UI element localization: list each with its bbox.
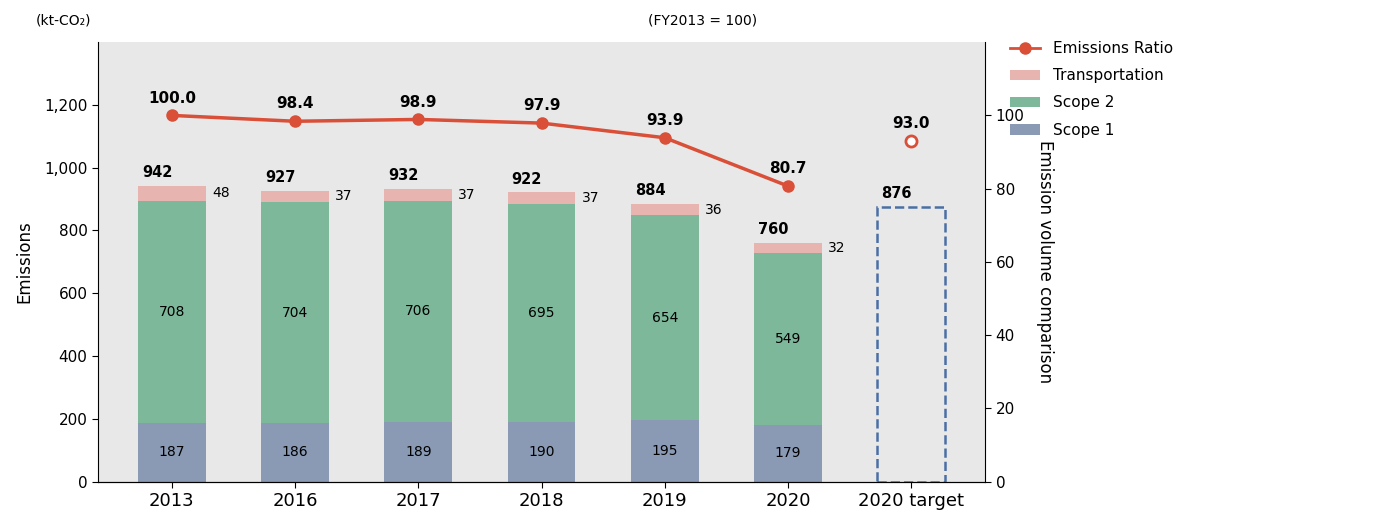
Text: 549: 549 xyxy=(775,332,802,346)
Text: 695: 695 xyxy=(529,306,555,320)
Text: 706: 706 xyxy=(406,304,431,319)
Text: 98.4: 98.4 xyxy=(277,97,313,111)
Text: (FY2013 = 100): (FY2013 = 100) xyxy=(648,14,757,28)
Bar xyxy=(262,202,329,423)
Text: 186: 186 xyxy=(281,445,308,459)
Bar xyxy=(754,243,823,253)
Bar xyxy=(262,423,329,481)
Bar xyxy=(385,189,452,201)
Text: 80.7: 80.7 xyxy=(769,161,807,176)
Bar xyxy=(631,421,698,481)
Bar xyxy=(139,201,206,423)
Text: 100.0: 100.0 xyxy=(148,91,196,106)
Bar xyxy=(631,204,698,215)
Text: 704: 704 xyxy=(283,306,308,320)
Y-axis label: Emission volume comparison: Emission volume comparison xyxy=(1035,140,1053,383)
Bar xyxy=(262,191,329,202)
Bar xyxy=(508,422,575,481)
Text: 32: 32 xyxy=(828,241,845,255)
Bar xyxy=(139,423,206,481)
Text: 98.9: 98.9 xyxy=(400,94,436,110)
Text: 884: 884 xyxy=(635,183,666,198)
Text: 179: 179 xyxy=(775,446,802,460)
Text: 876: 876 xyxy=(881,186,912,201)
Text: 36: 36 xyxy=(705,203,722,217)
Text: 195: 195 xyxy=(652,444,679,458)
Bar xyxy=(385,422,452,481)
Bar xyxy=(754,253,823,425)
Text: 48: 48 xyxy=(211,186,229,201)
Legend: Emissions Ratio, Transportation, Scope 2, Scope 1: Emissions Ratio, Transportation, Scope 2… xyxy=(1010,41,1172,138)
Text: 932: 932 xyxy=(389,169,418,183)
Bar xyxy=(139,186,206,201)
Text: 654: 654 xyxy=(652,311,679,325)
Text: 189: 189 xyxy=(406,445,432,459)
Text: 97.9: 97.9 xyxy=(523,98,561,113)
Bar xyxy=(631,215,698,421)
Bar xyxy=(385,201,452,422)
Text: 37: 37 xyxy=(459,188,476,202)
Y-axis label: Emissions: Emissions xyxy=(15,220,34,303)
Bar xyxy=(508,204,575,422)
Bar xyxy=(508,192,575,204)
Text: 190: 190 xyxy=(529,445,555,459)
Text: (kt-CO₂): (kt-CO₂) xyxy=(36,14,91,28)
Text: 37: 37 xyxy=(582,191,599,205)
Text: 708: 708 xyxy=(158,305,185,319)
Text: 760: 760 xyxy=(758,223,789,237)
Text: 187: 187 xyxy=(158,445,185,459)
Text: 927: 927 xyxy=(264,170,295,185)
Text: 942: 942 xyxy=(141,165,172,180)
Text: 37: 37 xyxy=(336,190,353,203)
Text: 93.0: 93.0 xyxy=(893,116,930,131)
Text: 922: 922 xyxy=(512,172,541,186)
Text: 93.9: 93.9 xyxy=(646,113,684,128)
Bar xyxy=(754,425,823,481)
